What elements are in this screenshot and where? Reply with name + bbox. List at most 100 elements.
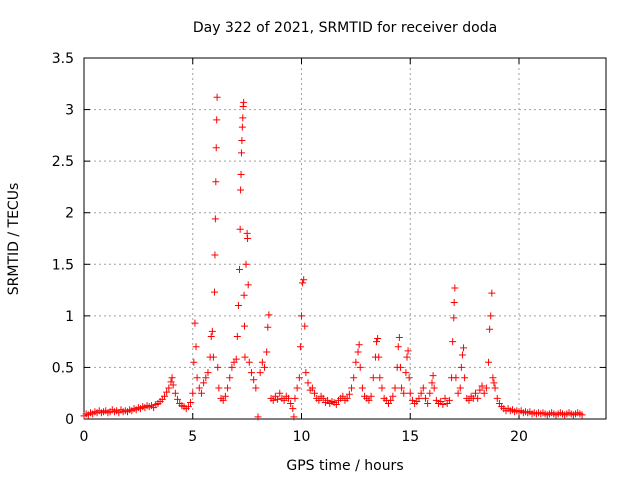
data-point (234, 302, 242, 310)
data-point (465, 396, 473, 404)
data-point (428, 379, 436, 387)
data-point (482, 384, 490, 392)
data-point (352, 358, 360, 366)
data-point (450, 314, 458, 322)
data-point (424, 400, 432, 408)
data-point (391, 384, 399, 392)
data-point (242, 260, 250, 268)
data-point (343, 394, 351, 402)
data-point (451, 284, 459, 292)
data-point (280, 396, 288, 404)
data-point (430, 384, 438, 392)
y-tick-label: 0 (65, 412, 74, 428)
data-point (298, 312, 305, 320)
data-point (204, 369, 212, 377)
data-point (350, 374, 358, 382)
data-point (250, 376, 258, 384)
data-point (485, 358, 493, 366)
data-point (189, 389, 197, 397)
data-point (211, 215, 219, 223)
data-point (304, 379, 312, 387)
data-point (472, 389, 479, 397)
y-tick-label: 3.5 (52, 51, 74, 67)
data-point (300, 276, 308, 284)
data-point (258, 358, 266, 366)
data-point (461, 374, 469, 382)
data-point (219, 396, 227, 404)
data-point (165, 384, 173, 392)
data-point (339, 392, 347, 400)
data-point (419, 384, 427, 392)
x-tick-label: 20 (510, 429, 528, 445)
data-point (493, 394, 501, 402)
data-point (163, 388, 171, 396)
y-tick-label: 3 (65, 103, 74, 119)
data-point (237, 186, 245, 194)
data-point (276, 389, 284, 397)
data-point (236, 265, 244, 273)
data-point (187, 398, 195, 406)
data-point (195, 384, 203, 392)
data-point (457, 363, 465, 371)
y-tick-label: 2.5 (52, 154, 74, 170)
data-point (394, 343, 402, 351)
data-point (415, 394, 423, 402)
data-point (445, 396, 453, 404)
data-point (287, 400, 295, 408)
data-point (224, 384, 232, 392)
data-point (456, 384, 464, 392)
data-point (226, 374, 234, 382)
data-point (265, 311, 273, 319)
data-point (240, 98, 248, 106)
data-point (241, 322, 249, 330)
data-point (221, 392, 229, 400)
data-point (406, 389, 414, 397)
data-point (374, 335, 382, 343)
data-point (454, 389, 462, 397)
data-point (345, 390, 353, 398)
y-tick-label: 2 (65, 206, 74, 222)
data-point (378, 384, 386, 392)
data-point (356, 363, 364, 371)
data-point (169, 381, 177, 389)
data-point (291, 394, 299, 402)
data-point (389, 392, 397, 400)
data-point (398, 384, 406, 392)
data-point (474, 394, 482, 402)
data-point (578, 411, 586, 419)
data-point (208, 327, 216, 335)
data-point (228, 363, 236, 371)
data-point (487, 312, 495, 320)
data-point (476, 386, 484, 394)
data-point (396, 363, 404, 371)
data-point (263, 348, 271, 356)
data-point (375, 353, 383, 361)
data-point (284, 394, 292, 402)
data-point (212, 178, 220, 186)
data-point (247, 369, 255, 377)
data-point (236, 225, 244, 233)
data-point (238, 123, 246, 131)
grid-layer (84, 58, 606, 419)
data-point (211, 251, 219, 259)
plot-frame (83, 57, 607, 420)
data-point (426, 389, 434, 397)
data-point (332, 401, 340, 409)
data-point (355, 341, 363, 349)
data-point (478, 382, 486, 390)
data-point (296, 343, 304, 351)
data-point (295, 374, 303, 382)
data-point (191, 319, 199, 327)
data-point (348, 384, 356, 392)
data-point (489, 374, 497, 382)
data-point (449, 338, 457, 346)
data-point (387, 396, 395, 404)
data-point (254, 413, 262, 421)
x-axis-label: GPS time / hours (286, 458, 403, 474)
y-tick-label: 1.5 (52, 257, 74, 273)
x-tick-label: 10 (293, 429, 311, 445)
data-point (293, 384, 301, 392)
data-point (213, 116, 221, 124)
y-tick-label: 1 (65, 309, 74, 325)
